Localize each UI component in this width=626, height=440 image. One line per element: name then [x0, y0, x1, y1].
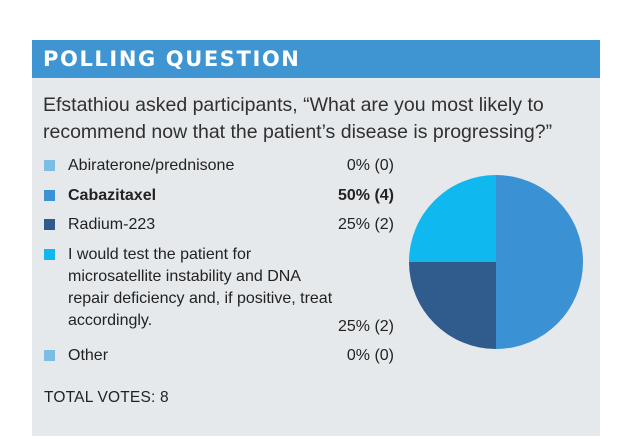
option-percent: 0% (0) — [346, 157, 394, 174]
option-label: Radium-223 — [68, 216, 156, 233]
option-label: Other — [68, 347, 109, 364]
option-percent: 0% (0) — [346, 347, 394, 364]
poll-title: POLLING QUESTION — [43, 47, 301, 71]
legend-swatch — [44, 190, 55, 201]
poll-card: POLLING QUESTION Efstathiou asked partic… — [32, 40, 600, 436]
pie-slice-2 — [409, 262, 496, 349]
option-label: Abiraterone/prednisone — [68, 157, 235, 174]
pie-slice-3 — [409, 175, 496, 262]
legend-swatch — [44, 350, 55, 361]
option-percent: 25% (2) — [337, 216, 394, 233]
total-votes: TOTAL VOTES: 8 — [44, 389, 169, 406]
option-label: Cabazitaxel — [68, 187, 157, 204]
legend-swatch — [44, 249, 55, 260]
pie-slice-1 — [496, 175, 583, 349]
poll-question: Efstathiou asked participants, “What are… — [43, 94, 553, 143]
poll-header: POLLING QUESTION — [32, 40, 600, 78]
option-percent: 50% (4) — [337, 187, 394, 204]
legend-swatch — [44, 160, 55, 171]
pie-chart — [409, 175, 583, 349]
option-percent: 25% (2) — [337, 318, 394, 335]
option-label: I would test the patient for microsatell… — [68, 246, 333, 329]
legend-swatch — [44, 219, 55, 230]
